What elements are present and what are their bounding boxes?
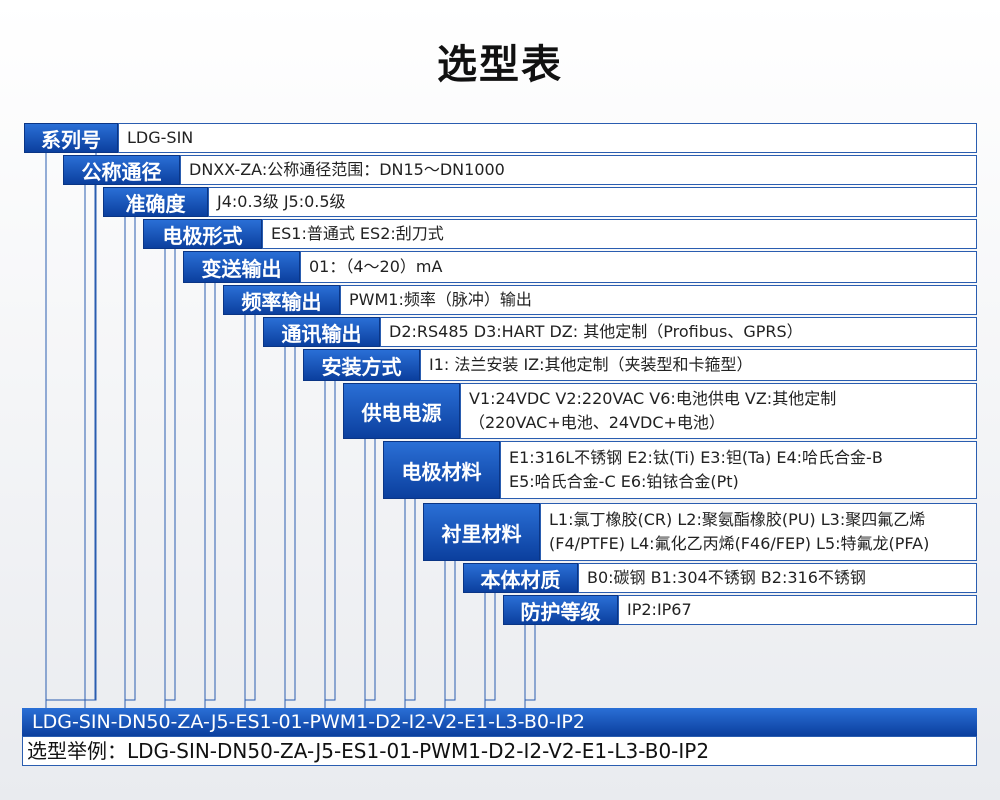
row-label: 衬里材料 [423,503,540,561]
row-label: 频率输出 [223,285,340,315]
description-line: D2:RS485 D3:HART DZ: 其他定制（Profibus、GPRS） [389,322,803,341]
connector [164,249,176,708]
row-label: 电极材料 [383,441,500,499]
row-description: LDG-SIN [118,123,977,153]
row-description: B0:碳钢 B1:304不锈钢 B2:316不锈钢 [578,563,977,593]
row-label: 安装方式 [303,349,420,381]
connector [45,153,97,708]
description-line: ES1:普通式 ES2:刮刀式 [271,224,444,243]
row-description: ES1:普通式 ES2:刮刀式 [262,219,977,249]
description-line: L1:氯丁橡胶(CR) L2:聚氨酯橡胶(PU) L3:聚四氟乙烯 [549,510,926,529]
description-line: J4:0.3级 J5:0.5级 [217,192,346,211]
title: 选型表 [437,42,563,88]
connector [284,347,296,708]
description-line: B0:碳钢 B1:304不锈钢 B2:316不锈钢 [587,568,866,587]
row-description: E1:316L不锈钢 E2:钛(Ti) E3:钽(Ta) E4:哈氏合金-B E5… [500,441,977,499]
connector [484,593,496,708]
connector [444,561,456,708]
description-line: (F4/PTFE) L4:氟化乙丙烯(F46/FEP) L5:特氟龙(PFA) [549,534,930,553]
row-description: IP2:IP67 [618,595,977,625]
row-description: L1:氯丁橡胶(CR) L2:聚氨酯橡胶(PU) L3:聚四氟乙烯 (F4/PTF… [540,503,977,561]
model-code: LDG-SIN-DN50-ZA-J5-ES1-01-PWM1-D2-I2-V2-… [22,708,977,736]
description-line: IP2:IP67 [627,600,692,619]
connector [524,625,536,708]
connector [364,439,376,708]
connector [124,217,136,708]
row-description: D2:RS485 D3:HART DZ: 其他定制（Profibus、GPRS） [380,317,977,347]
row-description: 01：（4～20）mA [300,251,977,283]
description-line: （220VAC+电池、24VDC+电池） [469,413,725,432]
row-label: 通讯输出 [263,317,380,347]
connector [404,499,416,708]
row-label: 电极形式 [143,219,262,249]
row-label: 准确度 [103,187,208,217]
row-label: 防护等级 [503,595,618,625]
row-description: PWM1:频率（脉冲）输出 [340,285,977,315]
row-description: I1: 法兰安装 IZ:其他定制（夹装型和卡箍型） [420,349,977,381]
description-line: I1: 法兰安装 IZ:其他定制（夹装型和卡箍型） [429,355,753,374]
connector [244,315,256,708]
row-description: DNXX-ZA:公称通径范围：DN15～DN1000 [180,155,977,185]
description-line: PWM1:频率（脉冲）输出 [349,290,532,309]
connector [324,381,336,708]
connector [84,185,96,708]
row-label: 变送输出 [183,251,300,283]
row-description: V1:24VDC V2:220VAC V6:电池供电 VZ:其他定制 （220VA… [460,383,977,439]
row-description: J4:0.3级 J5:0.5级 [208,187,977,217]
row-label: 供电电源 [343,383,460,439]
example: 选型举例：LDG-SIN-DN50-ZA-J5-ES1-01-PWM1-D2-I… [22,736,977,766]
description-line: LDG-SIN [127,128,194,147]
description-line: 01：（4～20）mA [309,257,443,276]
row-label: 公称通径 [63,155,180,185]
description-line: E5:哈氏合金-C E6:铂铱合金(Pt) [509,472,739,491]
connector [204,283,216,708]
description-line: DNXX-ZA:公称通径范围：DN15～DN1000 [189,160,505,179]
description-line: V1:24VDC V2:220VAC V6:电池供电 VZ:其他定制 [469,389,837,408]
row-label: 系列号 [24,123,118,153]
row-label: 本体材质 [463,563,578,593]
description-line: E1:316L不锈钢 E2:钛(Ti) E3:钽(Ta) E4:哈氏合金-B [509,448,883,467]
